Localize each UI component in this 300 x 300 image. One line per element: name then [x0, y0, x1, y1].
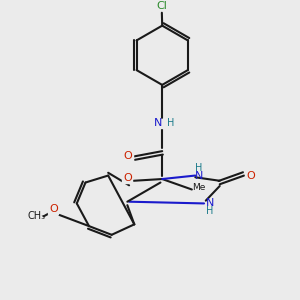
Text: Cl: Cl — [157, 2, 168, 11]
Text: H: H — [195, 163, 202, 173]
Text: O: O — [246, 170, 255, 181]
Bar — [194, 164, 204, 172]
Bar — [123, 152, 133, 160]
Text: O: O — [50, 204, 58, 214]
Text: O: O — [123, 173, 132, 183]
Bar — [122, 175, 131, 183]
Text: N: N — [195, 170, 203, 181]
Bar — [153, 119, 165, 128]
Text: O: O — [124, 152, 132, 161]
Text: CH₃: CH₃ — [28, 211, 46, 220]
Bar — [245, 172, 256, 179]
Bar — [205, 207, 215, 215]
Text: N: N — [154, 118, 162, 128]
Text: N: N — [206, 198, 214, 208]
Text: H: H — [167, 118, 175, 128]
Text: Me: Me — [192, 183, 206, 192]
Text: H: H — [206, 206, 214, 216]
Bar — [48, 207, 58, 214]
